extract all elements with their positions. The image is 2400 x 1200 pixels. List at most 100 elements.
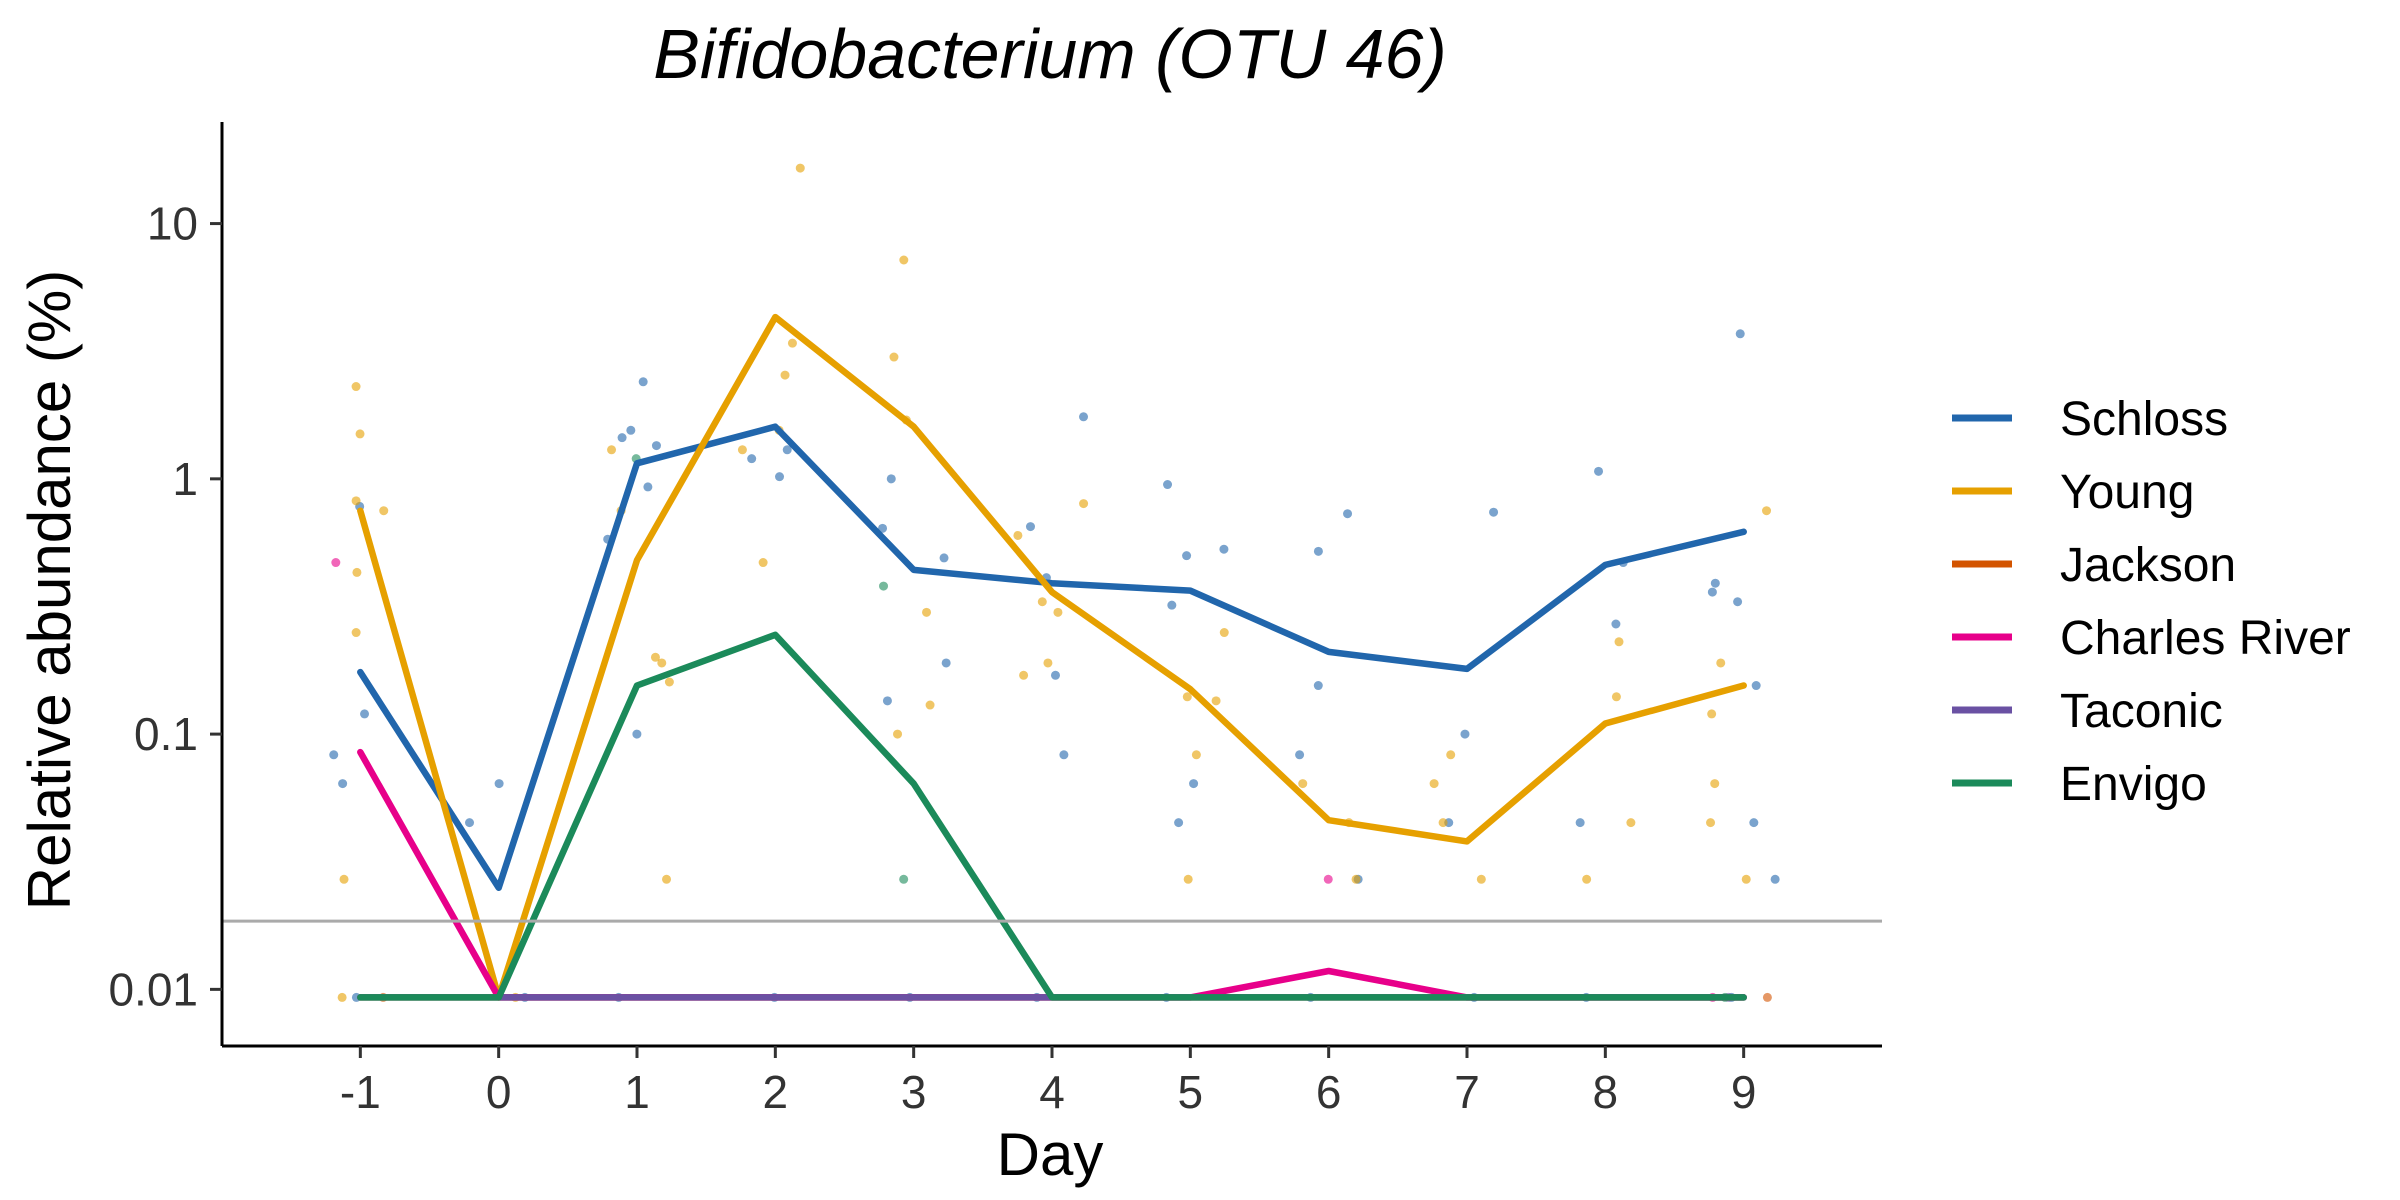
- x-tick-label: 9: [1731, 1066, 1757, 1118]
- data-point-young: [1707, 709, 1717, 719]
- data-point-young: [1037, 597, 1047, 607]
- data-point-schloss: [1489, 507, 1499, 517]
- x-tick-label: -1: [340, 1066, 381, 1118]
- x-tick-label: 3: [901, 1066, 927, 1118]
- data-point-schloss: [1313, 546, 1323, 556]
- data-point-young: [758, 558, 768, 568]
- series-line-schloss: [357, 423, 1747, 892]
- x-axis-title: Day: [997, 1121, 1104, 1188]
- data-point-young: [351, 628, 361, 638]
- data-point-schloss: [1079, 412, 1089, 422]
- data-point-charles-river: [331, 558, 341, 568]
- data-point-young: [355, 429, 365, 439]
- data-point-schloss: [1343, 509, 1353, 519]
- data-point-envigo: [879, 581, 889, 591]
- data-point-young: [1582, 874, 1592, 884]
- data-point-young: [1611, 692, 1621, 702]
- data-point-schloss: [338, 779, 348, 789]
- y-axis-title: Relative abundance (%): [16, 270, 83, 910]
- data-point-young: [352, 567, 362, 577]
- data-point-young: [1182, 692, 1192, 702]
- data-point-charles-river: [1323, 874, 1333, 884]
- legend-label-envigo: Envigo: [2060, 758, 2207, 811]
- data-point-young: [1438, 818, 1448, 828]
- data-point-schloss: [882, 696, 892, 706]
- x-tick-label: 2: [763, 1066, 789, 1118]
- data-point-young: [1716, 658, 1726, 668]
- data-point-schloss: [651, 441, 661, 451]
- data-point-schloss: [775, 472, 785, 482]
- data-point-schloss: [941, 658, 951, 668]
- data-point-young: [1476, 874, 1486, 884]
- data-point-young: [1043, 658, 1053, 668]
- data-point-schloss: [1313, 681, 1323, 691]
- y-tick-label: 10: [147, 198, 198, 250]
- x-tick-label: 7: [1454, 1066, 1480, 1118]
- data-point-schloss: [1219, 544, 1229, 554]
- legend-label-jackson: Jackson: [2060, 539, 2236, 592]
- data-point-schloss: [1749, 818, 1759, 828]
- data-point-young: [1706, 818, 1716, 828]
- data-point-young: [1710, 779, 1720, 789]
- chart-title: Bifidobacterium (OTU 46): [653, 15, 1447, 93]
- data-point-young: [1219, 628, 1229, 638]
- data-point-schloss: [1295, 750, 1305, 760]
- data-point-young: [1429, 779, 1439, 789]
- axes-layer: -1 0 1 2 3 4 5 6 7 8 9 0.01 0.1 1 10: [108, 122, 1882, 1118]
- y-tick-label: 1: [172, 453, 198, 505]
- data-point-young: [379, 506, 389, 516]
- data-point-young: [1183, 874, 1193, 884]
- data-point-schloss: [1167, 600, 1177, 610]
- x-tick-label: 8: [1593, 1066, 1619, 1118]
- data-point-schloss: [1611, 619, 1621, 629]
- data-point-schloss: [1025, 522, 1035, 532]
- data-point-young: [737, 445, 747, 455]
- legend: Schloss Young Jackson Charles River Taconic E…: [1952, 393, 2351, 811]
- data-point-jackson: [1762, 992, 1772, 1002]
- data-point-young: [1741, 874, 1751, 884]
- y-tick-label: 0.1: [134, 708, 198, 760]
- x-tick-label: 1: [624, 1066, 650, 1118]
- data-point-young: [925, 700, 935, 710]
- legend-label-taconic: Taconic: [2060, 685, 2223, 738]
- legend-label-charles-river: Charles River: [2060, 612, 2351, 665]
- data-point-young: [1019, 670, 1029, 680]
- data-point-young: [657, 658, 667, 668]
- data-point-schloss: [886, 474, 896, 484]
- data-point-schloss: [782, 445, 792, 455]
- data-point-schloss: [939, 553, 949, 563]
- x-tick-label: 0: [486, 1066, 512, 1118]
- data-point-young: [922, 607, 932, 617]
- lines-layer: [357, 313, 1747, 1001]
- data-point-schloss: [1189, 779, 1199, 789]
- data-point-schloss: [638, 377, 648, 387]
- data-point-young: [351, 382, 361, 392]
- legend-label-schloss: Schloss: [2060, 393, 2228, 446]
- data-point-schloss: [643, 482, 653, 492]
- data-point-schloss: [747, 454, 757, 464]
- data-point-young: [1298, 779, 1308, 789]
- data-point-young: [1626, 818, 1636, 828]
- data-point-schloss: [626, 425, 636, 435]
- data-point-envigo: [899, 874, 909, 884]
- data-point-young: [607, 445, 617, 455]
- y-tick-label: 0.01: [108, 963, 198, 1015]
- data-point-young: [1351, 874, 1361, 884]
- data-point-schloss: [617, 433, 627, 443]
- data-point-schloss: [1182, 551, 1192, 561]
- data-point-schloss: [1770, 874, 1780, 884]
- data-point-young: [351, 496, 361, 506]
- data-point-schloss: [1460, 729, 1470, 739]
- data-point-schloss: [1050, 670, 1060, 680]
- data-point-schloss: [1174, 818, 1184, 828]
- data-point-schloss: [1594, 466, 1604, 476]
- data-point-schloss: [329, 750, 339, 760]
- data-point-young: [780, 370, 790, 380]
- data-point-schloss: [1735, 329, 1745, 339]
- data-point-young: [664, 677, 674, 687]
- data-point-schloss: [1751, 681, 1761, 691]
- x-tick-label: 4: [1039, 1066, 1065, 1118]
- data-point-young: [899, 255, 909, 265]
- series-line-envigo: [357, 631, 1747, 1001]
